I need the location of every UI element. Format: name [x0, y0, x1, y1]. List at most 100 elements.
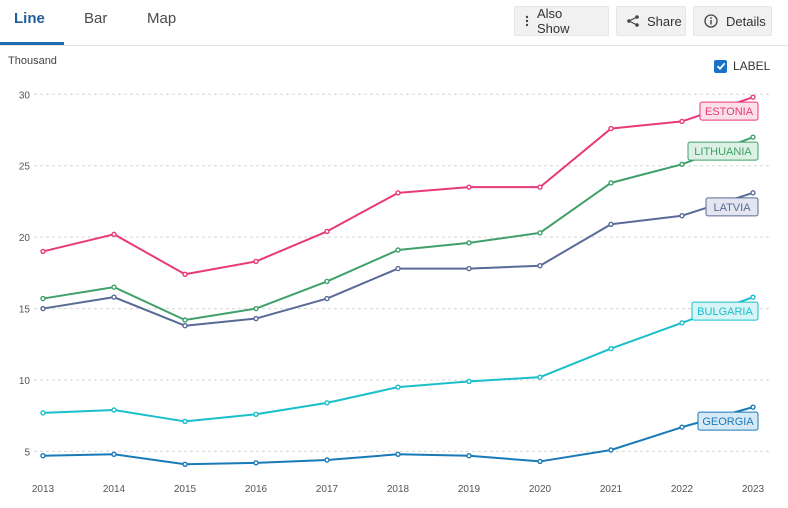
y-tick-label: 25 [19, 162, 31, 173]
data-point [324, 457, 330, 463]
data-point [111, 294, 117, 300]
data-point [182, 323, 188, 329]
data-point [111, 407, 117, 413]
unit-label: Thousand [8, 55, 57, 67]
data-point [111, 284, 117, 290]
series-label-box [705, 197, 759, 217]
data-point [608, 447, 614, 453]
data-point [750, 94, 756, 100]
x-tick-label: 2016 [245, 484, 268, 495]
data-point [395, 265, 401, 272]
x-tick-label: 2021 [600, 484, 623, 495]
also-show-label: Also Show [537, 6, 570, 36]
data-point [111, 451, 117, 457]
share-button[interactable]: Share [616, 6, 686, 36]
x-tick-label: 2019 [458, 484, 481, 495]
series-label-estonia: ESTONIA [705, 106, 754, 118]
label-toggle-text: LABEL [733, 59, 771, 73]
data-point [679, 161, 685, 167]
series-label-latvia: LATVIA [713, 202, 751, 214]
data-point [679, 424, 685, 430]
data-point [182, 461, 188, 467]
x-tick-label: 2017 [316, 484, 339, 495]
series-line-bulgaria [42, 296, 754, 423]
tab-line[interactable]: Line [14, 10, 45, 27]
data-point [537, 184, 543, 190]
data-point [40, 305, 46, 312]
data-point [679, 320, 685, 326]
series-label-box [687, 141, 759, 161]
data-point [679, 213, 685, 219]
series-label-box [691, 301, 759, 321]
data-point [324, 400, 330, 406]
info-icon [704, 14, 718, 28]
series-line-lithuania [42, 136, 754, 321]
x-tick-label: 2023 [742, 484, 765, 495]
data-point [40, 295, 46, 302]
data-point [40, 248, 46, 255]
data-point [466, 184, 472, 190]
tab-bar[interactable]: Bar [84, 10, 108, 27]
data-point [324, 228, 330, 235]
data-point [395, 384, 401, 390]
y-tick-label: 15 [19, 305, 31, 316]
share-icon [627, 15, 639, 27]
data-point [537, 374, 543, 380]
data-point [253, 305, 259, 312]
data-point [253, 258, 259, 265]
x-tick-label: 2020 [529, 484, 552, 495]
data-point [679, 118, 685, 125]
also-show-button[interactable]: Also Show [514, 6, 609, 36]
data-point [182, 271, 188, 277]
data-point [750, 294, 756, 300]
data-point [182, 317, 188, 323]
series-label-box [699, 101, 759, 121]
x-tick-label: 2013 [32, 484, 55, 495]
data-point [466, 453, 472, 459]
data-point [324, 295, 330, 302]
data-point [466, 240, 472, 246]
series-label-lithuania: LITHUANIA [694, 146, 752, 158]
y-tick-label: 5 [24, 447, 30, 458]
data-point [253, 460, 259, 466]
label-checkbox[interactable] [714, 59, 727, 73]
data-point [466, 265, 472, 272]
data-point [40, 410, 46, 416]
tab-map[interactable]: Map [147, 10, 177, 27]
share-label: Share [647, 13, 682, 29]
series-label-bulgaria: BULGARIA [697, 306, 753, 318]
checkmark-icon [716, 62, 725, 71]
x-tick-label: 2022 [671, 484, 694, 495]
data-point [750, 404, 756, 410]
data-point [608, 180, 614, 186]
data-point [324, 278, 330, 285]
details-button[interactable]: Details [693, 6, 772, 36]
data-point [608, 345, 614, 352]
data-point [395, 247, 401, 253]
data-point [537, 263, 543, 269]
data-point [395, 190, 401, 196]
data-point [750, 190, 756, 196]
series-label-georgia: GEORGIA [702, 416, 754, 428]
series-label-box [697, 411, 759, 431]
data-point [253, 315, 259, 322]
label-toggle[interactable]: LABEL [714, 59, 770, 73]
data-point [608, 125, 614, 132]
y-tick-label: 10 [19, 376, 31, 387]
data-point [750, 134, 756, 140]
data-point [111, 231, 117, 237]
series-line-latvia [42, 191, 754, 327]
active-tab-indicator [0, 42, 64, 45]
data-point [537, 230, 543, 236]
data-point [395, 451, 401, 457]
data-point [40, 453, 46, 459]
x-tick-label: 2015 [174, 484, 197, 495]
chart-tabs: Line Bar Map Also Show Share Details [0, 0, 788, 46]
details-label: Details [726, 13, 766, 29]
y-tick-label: 20 [19, 233, 31, 244]
vertical-dots-icon [525, 15, 529, 27]
y-tick-label: 30 [19, 90, 31, 101]
data-point [466, 378, 472, 385]
data-point [182, 418, 188, 425]
